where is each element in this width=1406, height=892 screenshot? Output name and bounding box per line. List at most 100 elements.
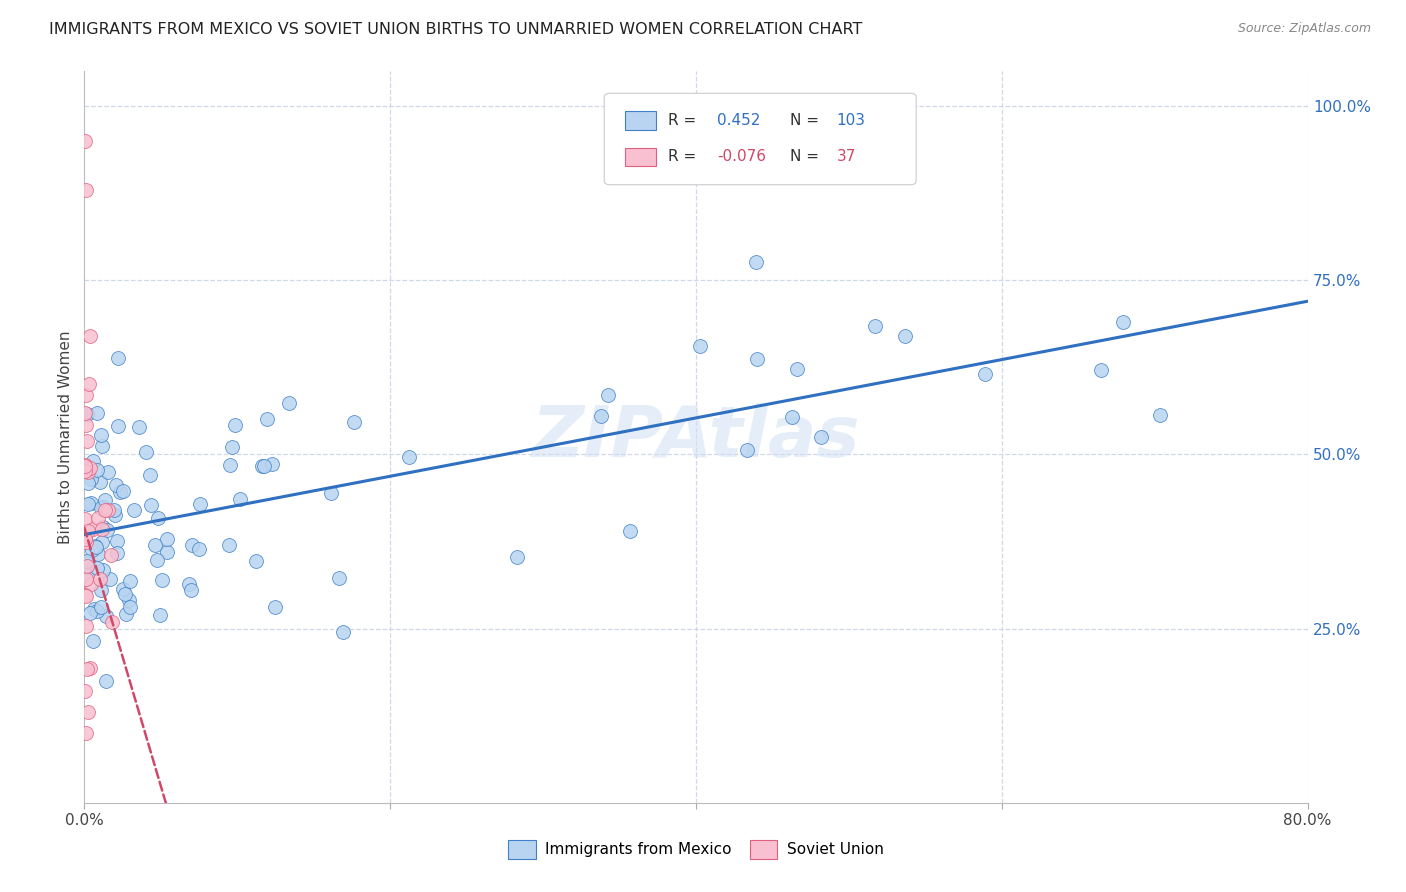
- Point: [894, 328, 917, 343]
- Point: [780, 410, 803, 425]
- Point: [1112, 314, 1135, 328]
- Point: [93, 502, 115, 516]
- Point: [332, 625, 354, 640]
- Point: [75, 726, 97, 740]
- Point: [744, 254, 766, 268]
- Point: [76, 407, 98, 421]
- Point: [250, 458, 273, 473]
- Text: N =: N =: [790, 150, 820, 164]
- Point: [73, 464, 96, 478]
- Point: [80, 542, 103, 557]
- Point: [179, 577, 201, 591]
- Point: [105, 533, 128, 548]
- Point: [118, 593, 141, 607]
- Point: [735, 443, 758, 458]
- Point: [96, 609, 118, 624]
- Point: [73, 458, 96, 472]
- Point: [115, 607, 138, 621]
- Point: [256, 412, 278, 426]
- Point: [156, 532, 179, 546]
- Point: [228, 491, 250, 506]
- Point: [111, 582, 134, 596]
- Point: [79, 606, 101, 620]
- Point: [143, 538, 166, 552]
- Point: [91, 562, 114, 576]
- Text: 103: 103: [837, 113, 866, 128]
- Point: [97, 503, 120, 517]
- Point: [1149, 408, 1171, 422]
- Point: [90, 583, 112, 598]
- Point: [146, 553, 169, 567]
- Point: [114, 586, 136, 600]
- Point: [94, 493, 117, 508]
- Point: [94, 673, 117, 688]
- Point: [187, 542, 209, 557]
- Point: [83, 602, 105, 616]
- Point: [86, 547, 108, 561]
- Point: [108, 485, 131, 500]
- Point: [865, 318, 887, 333]
- Point: [188, 497, 211, 511]
- Point: [181, 538, 204, 552]
- Text: Source: ZipAtlas.com: Source: ZipAtlas.com: [1237, 22, 1371, 36]
- Point: [218, 458, 240, 472]
- Point: [75, 590, 97, 604]
- Point: [86, 540, 108, 554]
- Point: [319, 486, 342, 500]
- Point: [747, 351, 769, 366]
- Point: [252, 458, 274, 473]
- Point: [150, 573, 173, 587]
- Point: [124, 503, 146, 517]
- Point: [80, 496, 103, 510]
- Point: [75, 417, 97, 432]
- Point: [278, 396, 301, 410]
- Point: [343, 415, 366, 429]
- Point: [73, 683, 96, 698]
- Point: [76, 559, 98, 574]
- Point: [245, 554, 267, 568]
- Point: [75, 387, 97, 401]
- Point: [128, 420, 150, 434]
- Point: [73, 588, 96, 602]
- Point: [86, 604, 108, 618]
- Point: [73, 532, 96, 546]
- Point: [76, 475, 98, 490]
- Point: [598, 387, 620, 401]
- Point: [77, 705, 100, 719]
- Point: [118, 600, 141, 615]
- Point: [328, 571, 350, 585]
- Point: [96, 523, 118, 537]
- Point: [91, 535, 114, 549]
- Point: [73, 459, 96, 474]
- Point: [82, 522, 104, 536]
- Point: [86, 463, 108, 477]
- Point: [79, 472, 101, 486]
- Point: [80, 576, 103, 591]
- Point: [82, 634, 104, 648]
- FancyBboxPatch shape: [626, 112, 655, 129]
- Point: [73, 529, 96, 543]
- Point: [139, 467, 162, 482]
- FancyBboxPatch shape: [626, 148, 655, 166]
- Text: ZIPAtlas: ZIPAtlas: [531, 402, 860, 472]
- Point: [103, 503, 125, 517]
- Point: [77, 497, 100, 511]
- Point: [77, 524, 100, 538]
- Point: [73, 512, 96, 526]
- Point: [76, 556, 98, 570]
- Point: [76, 662, 98, 676]
- Point: [75, 183, 97, 197]
- Point: [591, 409, 613, 424]
- Point: [90, 439, 112, 453]
- Point: [76, 569, 98, 583]
- Point: [104, 508, 127, 522]
- Point: [77, 377, 100, 392]
- Point: [810, 430, 832, 444]
- Point: [89, 475, 111, 489]
- Point: [218, 538, 240, 552]
- Point: [93, 500, 115, 515]
- Point: [90, 428, 112, 442]
- Point: [90, 500, 112, 515]
- Point: [146, 511, 169, 525]
- Point: [79, 329, 101, 343]
